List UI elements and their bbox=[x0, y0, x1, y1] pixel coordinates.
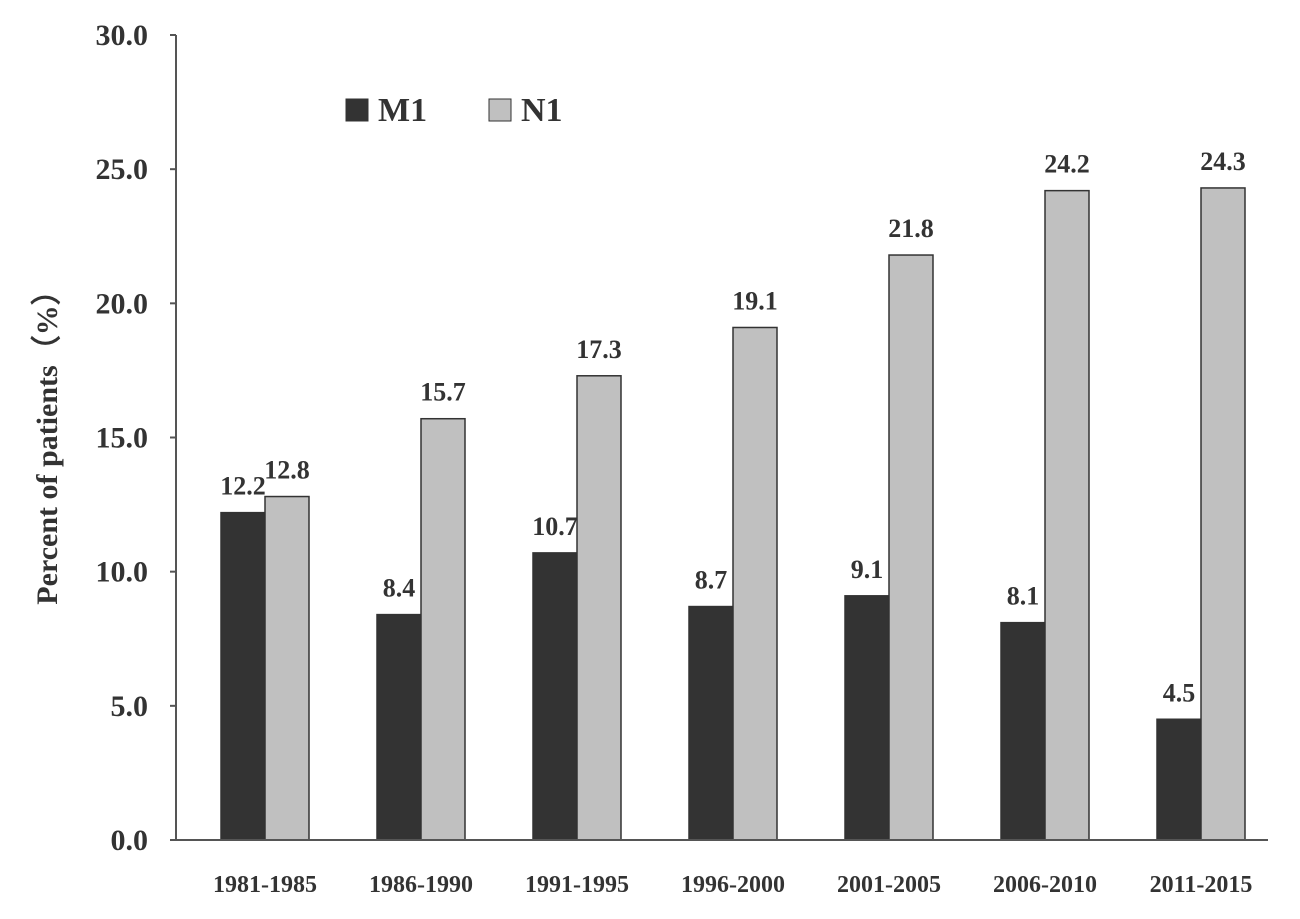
y-tick-label: 5.0 bbox=[111, 690, 149, 723]
bar-n1-1996-2000 bbox=[732, 326, 778, 841]
bar-m1-1981-1985 bbox=[220, 511, 266, 841]
data-label-m1: 10.7 bbox=[532, 512, 578, 541]
bar-n1-1991-1995 bbox=[576, 375, 622, 841]
x-category-label: 1986-1990 bbox=[369, 872, 473, 898]
data-label-n1: 19.1 bbox=[732, 286, 778, 315]
data-label-n1: 24.3 bbox=[1200, 147, 1246, 176]
x-category-label: 2011-2015 bbox=[1150, 872, 1253, 898]
y-tick-label: 20.0 bbox=[96, 287, 149, 320]
data-label-n1: 17.3 bbox=[576, 335, 622, 364]
bar-m1-1986-1990 bbox=[376, 613, 422, 841]
y-tick-label: 0.0 bbox=[111, 824, 149, 857]
bar-m1-1991-1995 bbox=[532, 552, 578, 841]
y-tick-label: 25.0 bbox=[96, 153, 149, 186]
bar-n1-1981-1985 bbox=[264, 495, 310, 841]
data-label-n1: 24.2 bbox=[1044, 150, 1090, 179]
bar-m1-2011-2015 bbox=[1156, 718, 1202, 841]
data-label-m1: 8.4 bbox=[383, 574, 416, 603]
x-category-label: 1981-1985 bbox=[213, 872, 317, 898]
legend-label-n1: N1 bbox=[521, 92, 563, 129]
data-label-m1: 4.5 bbox=[1163, 678, 1196, 707]
bar-m1-1996-2000 bbox=[688, 605, 734, 841]
data-label-n1: 21.8 bbox=[888, 214, 934, 243]
bar-n1-1986-1990 bbox=[420, 417, 466, 841]
y-tick-label: 30.0 bbox=[96, 19, 149, 52]
bar-m1-2006-2010 bbox=[1000, 621, 1046, 841]
legend: M1 N1 bbox=[345, 92, 563, 129]
data-label-m1: 9.1 bbox=[851, 555, 884, 584]
y-axis-ticks: 0.0 5.0 10.0 15.0 20.0 25.0 30.0 bbox=[96, 19, 176, 857]
data-label-m1: 8.7 bbox=[695, 566, 728, 595]
data-labels: 12.212.8 8.4 15.7 10.7 17.3 8.7 19.1 9.1 21.8 8.1… bbox=[220, 147, 1246, 707]
legend-label-m1: M1 bbox=[378, 92, 427, 129]
x-category-label: 1996-2000 bbox=[681, 872, 785, 898]
x-category-label: 2006-2010 bbox=[993, 872, 1097, 898]
x-axis-labels: 1981-1985 1986-1990 1991-1995 1996-2000 2001… bbox=[213, 872, 1252, 898]
legend-swatch-n1 bbox=[488, 98, 512, 122]
data-label-m1: 12.2 bbox=[220, 472, 266, 501]
bar-n1-2011-2015 bbox=[1200, 187, 1246, 841]
bars bbox=[220, 187, 1246, 841]
bar-n1-2006-2010 bbox=[1044, 189, 1090, 841]
bar-n1-2001-2005 bbox=[888, 254, 934, 841]
bar-m1-2001-2005 bbox=[844, 595, 890, 841]
y-tick-label: 10.0 bbox=[96, 556, 149, 589]
x-category-label: 1991-1995 bbox=[525, 872, 629, 898]
y-axis-title: Percent of patients（%） bbox=[30, 275, 64, 604]
y-tick-label: 15.0 bbox=[96, 422, 149, 455]
data-label-m1: 8.1 bbox=[1007, 582, 1040, 611]
legend-swatch-m1 bbox=[345, 98, 369, 122]
x-category-label: 2001-2005 bbox=[837, 872, 941, 898]
data-label-n1: 12.8 bbox=[264, 456, 310, 485]
data-label-n1: 15.7 bbox=[420, 378, 466, 407]
